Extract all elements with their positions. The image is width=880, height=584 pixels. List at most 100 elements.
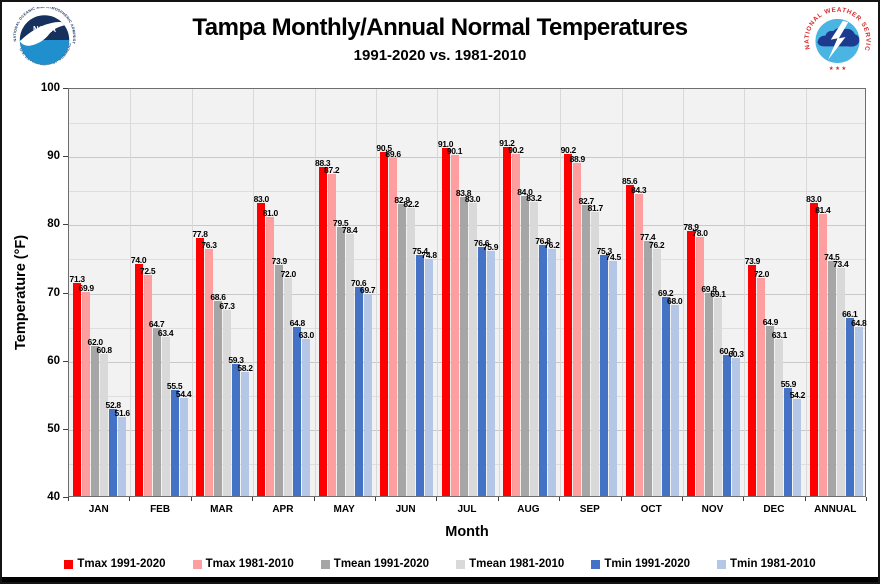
legend-item: Tmean 1991-2020 (320, 558, 430, 570)
bar-value-label: 69.9 (78, 283, 95, 294)
bar (529, 201, 538, 496)
bar (836, 268, 845, 496)
bar-value-label: 82.9 (394, 194, 410, 205)
bar (143, 274, 152, 496)
legend-label: Tmax 1981-2010 (205, 558, 294, 570)
chart-legend: Tmax 1991-2020 Tmax 1981-2010 Tmean 1991-2… (2, 558, 878, 570)
bar (302, 339, 311, 496)
bar (318, 166, 327, 496)
legend-item: Tmax 1981-2010 (192, 558, 294, 570)
bar-value-label: 60.3 (728, 348, 744, 359)
bar-value-label: 72.5 (139, 265, 156, 276)
bar-value-label: 75.3 (596, 246, 613, 257)
bar (538, 245, 547, 496)
bar-value-label: 76.6 (473, 237, 490, 248)
bar-value-label: 69.1 (710, 288, 726, 299)
legend-item: Tmax 1991-2020 (64, 558, 166, 570)
bar (134, 264, 143, 496)
bar-value-label: 85.6 (622, 176, 638, 187)
bar-value-label: 54.4 (175, 388, 192, 399)
bar (205, 248, 213, 496)
bar (363, 293, 372, 496)
bar (687, 230, 695, 496)
noaa-label-text: NOAA (33, 25, 56, 34)
bar-value-label: 77.8 (192, 229, 208, 240)
x-tick-label: DEC (763, 504, 785, 515)
bar (73, 282, 82, 496)
legend-swatch (591, 559, 601, 569)
x-tick-label: JUL (457, 504, 477, 515)
x-tick-mark (436, 497, 438, 501)
bar-value-label: 89.6 (385, 148, 401, 159)
bar-value-label: 87.2 (324, 165, 340, 176)
gridline (69, 123, 865, 125)
bar-value-label: 67.3 (219, 300, 235, 311)
bar-value-label: 51.6 (114, 407, 131, 418)
bar-value-label: 88.9 (569, 153, 586, 164)
bar (652, 249, 661, 496)
gridline (69, 191, 865, 193)
bar-value-label: 90.2 (560, 144, 577, 155)
bar (109, 408, 118, 496)
gridline (69, 157, 865, 159)
legend-label: Tmean 1981-2010 (469, 558, 565, 570)
bar (502, 147, 511, 496)
y-tick-label: 70 (47, 286, 60, 299)
bar-value-label: 76.8 (535, 236, 551, 247)
bar (818, 213, 827, 496)
x-tick-mark (252, 497, 254, 501)
bar-value-label: 68.6 (210, 292, 226, 302)
bar-value-label: 75.9 (482, 242, 499, 253)
y-tick-mark (63, 156, 68, 158)
bar (179, 397, 188, 496)
bar-value-label: 72.0 (280, 268, 297, 279)
bar (161, 336, 170, 496)
category-gridline (805, 89, 807, 496)
bar-value-label: 63.1 (771, 329, 788, 340)
bar (214, 301, 222, 496)
y-tick-label: 40 (47, 491, 60, 503)
category-gridline (621, 89, 623, 496)
bar-value-label: 77.4 (640, 232, 656, 243)
x-tick-mark (374, 497, 376, 501)
bar (564, 153, 573, 496)
x-tick-label: MAR (210, 504, 233, 515)
bar-value-label: 83.2 (526, 192, 542, 203)
page-title: Tampa Monthly/Annual Normal Temperatures (192, 14, 688, 41)
x-tick-mark (620, 497, 622, 501)
bar (600, 255, 609, 496)
legend-label: Tmin 1981-2010 (730, 558, 816, 570)
category-gridline (375, 89, 377, 496)
category-gridline (437, 89, 439, 496)
legend-label: Tmean 1991-2020 (333, 558, 430, 570)
bar-value-label: 76.2 (649, 240, 665, 251)
x-tick-mark (681, 497, 683, 501)
category-gridline (130, 89, 132, 496)
bar-value-label: 83.8 (455, 188, 472, 199)
x-tick-label: MAY (333, 504, 355, 515)
bar-value-label: 60.8 (96, 345, 113, 356)
bar-value-label: 52.8 (105, 399, 122, 410)
bar-value-label: 69.8 (701, 283, 717, 294)
bar (591, 211, 600, 496)
bar (336, 226, 345, 496)
bar-value-label: 62.0 (87, 337, 104, 347)
y-tick-label: 90 (47, 150, 60, 163)
x-tick-mark (804, 497, 806, 501)
bar-value-label: 54.2 (789, 390, 806, 401)
bar (100, 354, 109, 496)
bar-value-label: 91.0 (437, 139, 454, 150)
bar (573, 162, 582, 496)
bar (547, 249, 556, 496)
bar (327, 174, 336, 496)
x-tick-label: NOV (701, 504, 724, 515)
bar (705, 292, 713, 496)
y-tick-mark (63, 428, 68, 430)
noaa-logo-icon: NATIONAL OCEANIC AND ATMOSPHERIC ADMINIS… (12, 7, 77, 72)
bar-value-label: 63.4 (157, 327, 174, 338)
bar (723, 354, 731, 496)
bar (416, 254, 425, 496)
x-tick-mark (313, 497, 315, 501)
bar (757, 277, 766, 496)
